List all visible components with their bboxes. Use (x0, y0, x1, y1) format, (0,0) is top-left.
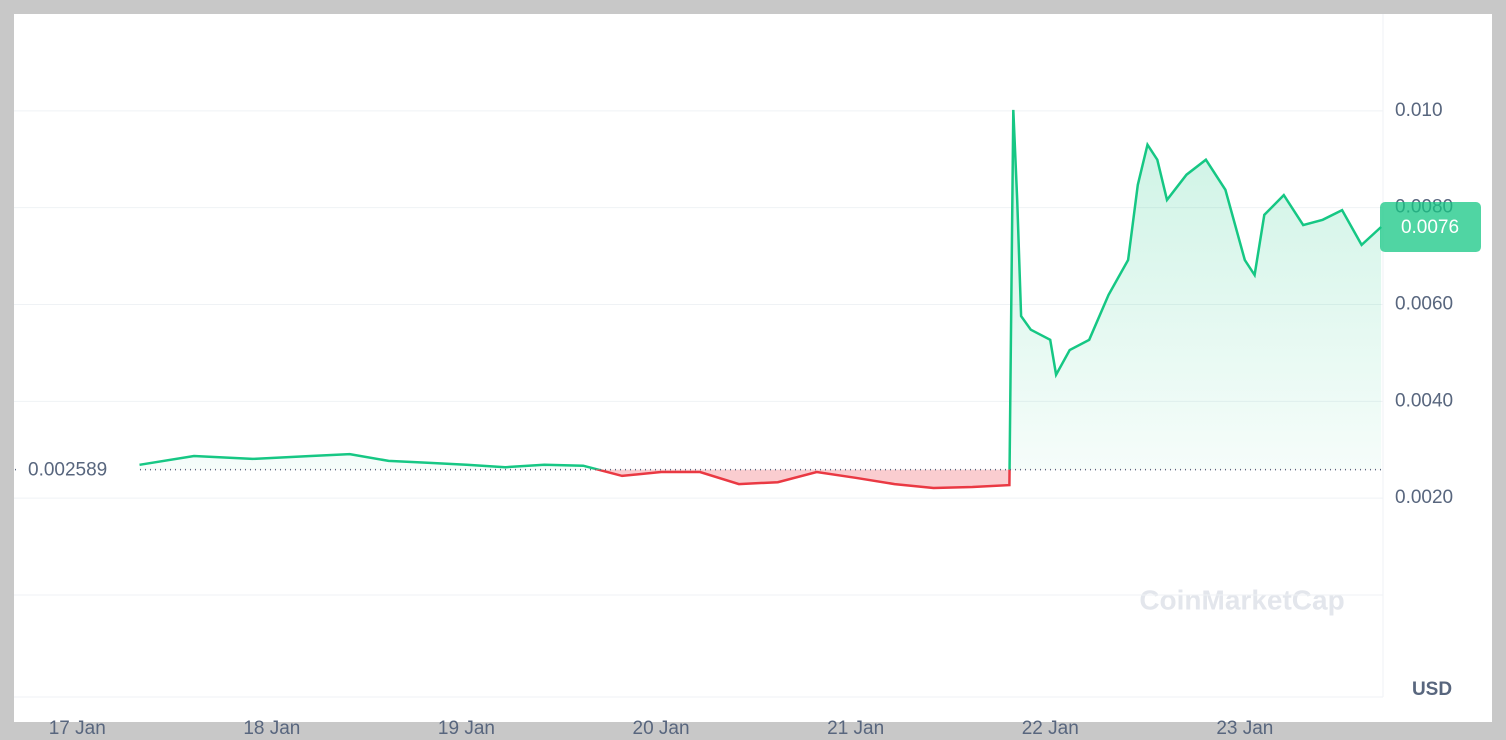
above-group (139, 109, 1382, 470)
y-tick-label: 0.010 (1395, 100, 1443, 121)
x-tick-label: 19 Jan (438, 718, 495, 739)
currency-label: USD (1412, 679, 1452, 700)
baseline-label-bg (18, 455, 136, 484)
area-above (139, 109, 1382, 470)
below-group (593, 469, 1011, 490)
y-tick-label: 0.0020 (1395, 487, 1453, 508)
x-tick-label: 23 Jan (1216, 718, 1273, 739)
watermark: CoinMarketCap (1139, 584, 1344, 615)
baseline-label: 0.002589 (28, 460, 107, 481)
area-below (598, 469, 1010, 488)
y-tick-label: 0.0040 (1395, 390, 1453, 411)
x-tick-label: 17 Jan (49, 718, 106, 739)
x-tick-label: 20 Jan (633, 718, 690, 739)
y-tick-label: 0.0060 (1395, 294, 1453, 315)
x-tick-label: 18 Jan (243, 718, 300, 739)
current-price-box (1380, 202, 1481, 253)
x-tick-label: 22 Jan (1022, 718, 1079, 739)
price-line-above (139, 109, 1382, 470)
current-price-label: 0.0076 (1401, 217, 1459, 238)
x-tick-label: 21 Jan (827, 718, 884, 739)
